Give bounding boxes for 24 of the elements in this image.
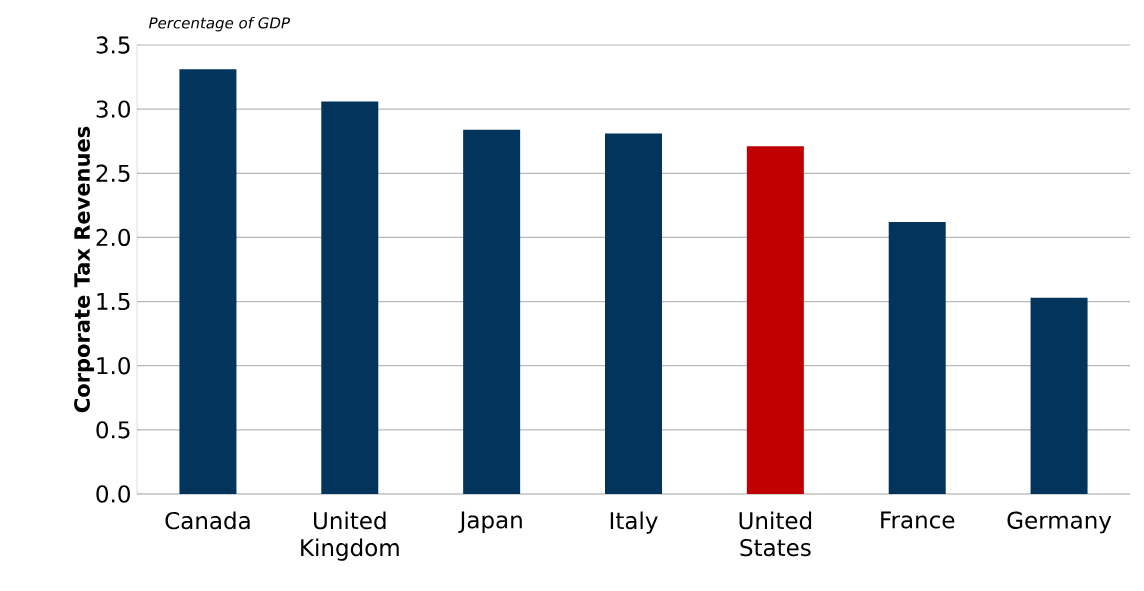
y-tick-label: 1.0 — [97, 357, 130, 375]
y-tick-label: 3.5 — [96, 36, 130, 54]
x-tick-label: Germany — [1007, 511, 1112, 534]
x-tick-label: Japan — [458, 511, 522, 534]
y-tick-label: 0.5 — [96, 421, 130, 439]
bar — [463, 129, 521, 494]
y-tick-label: 2.5 — [96, 164, 130, 182]
x-tick-label: United Kingdom — [301, 511, 399, 561]
bar — [888, 222, 946, 494]
x-tick-label: France — [881, 511, 955, 529]
x-tick-label: Italy — [610, 511, 658, 534]
y-tick-label: 0.0 — [96, 485, 130, 503]
bar — [321, 101, 379, 494]
bar — [179, 69, 237, 494]
y-axis-title: Corporate Tax Revenues — [74, 126, 95, 413]
y-tick-label: 3.0 — [96, 100, 130, 118]
x-tick-label: Canada — [165, 511, 250, 530]
bar — [1030, 297, 1088, 494]
bar — [605, 133, 662, 494]
y-tick-label: 1.5 — [97, 293, 130, 311]
bar — [746, 146, 804, 494]
x-tick-label: United States — [739, 511, 812, 557]
y-tick-label: 2.0 — [96, 228, 130, 247]
chart-subtitle: Percentage of GDP — [148, 16, 290, 32]
